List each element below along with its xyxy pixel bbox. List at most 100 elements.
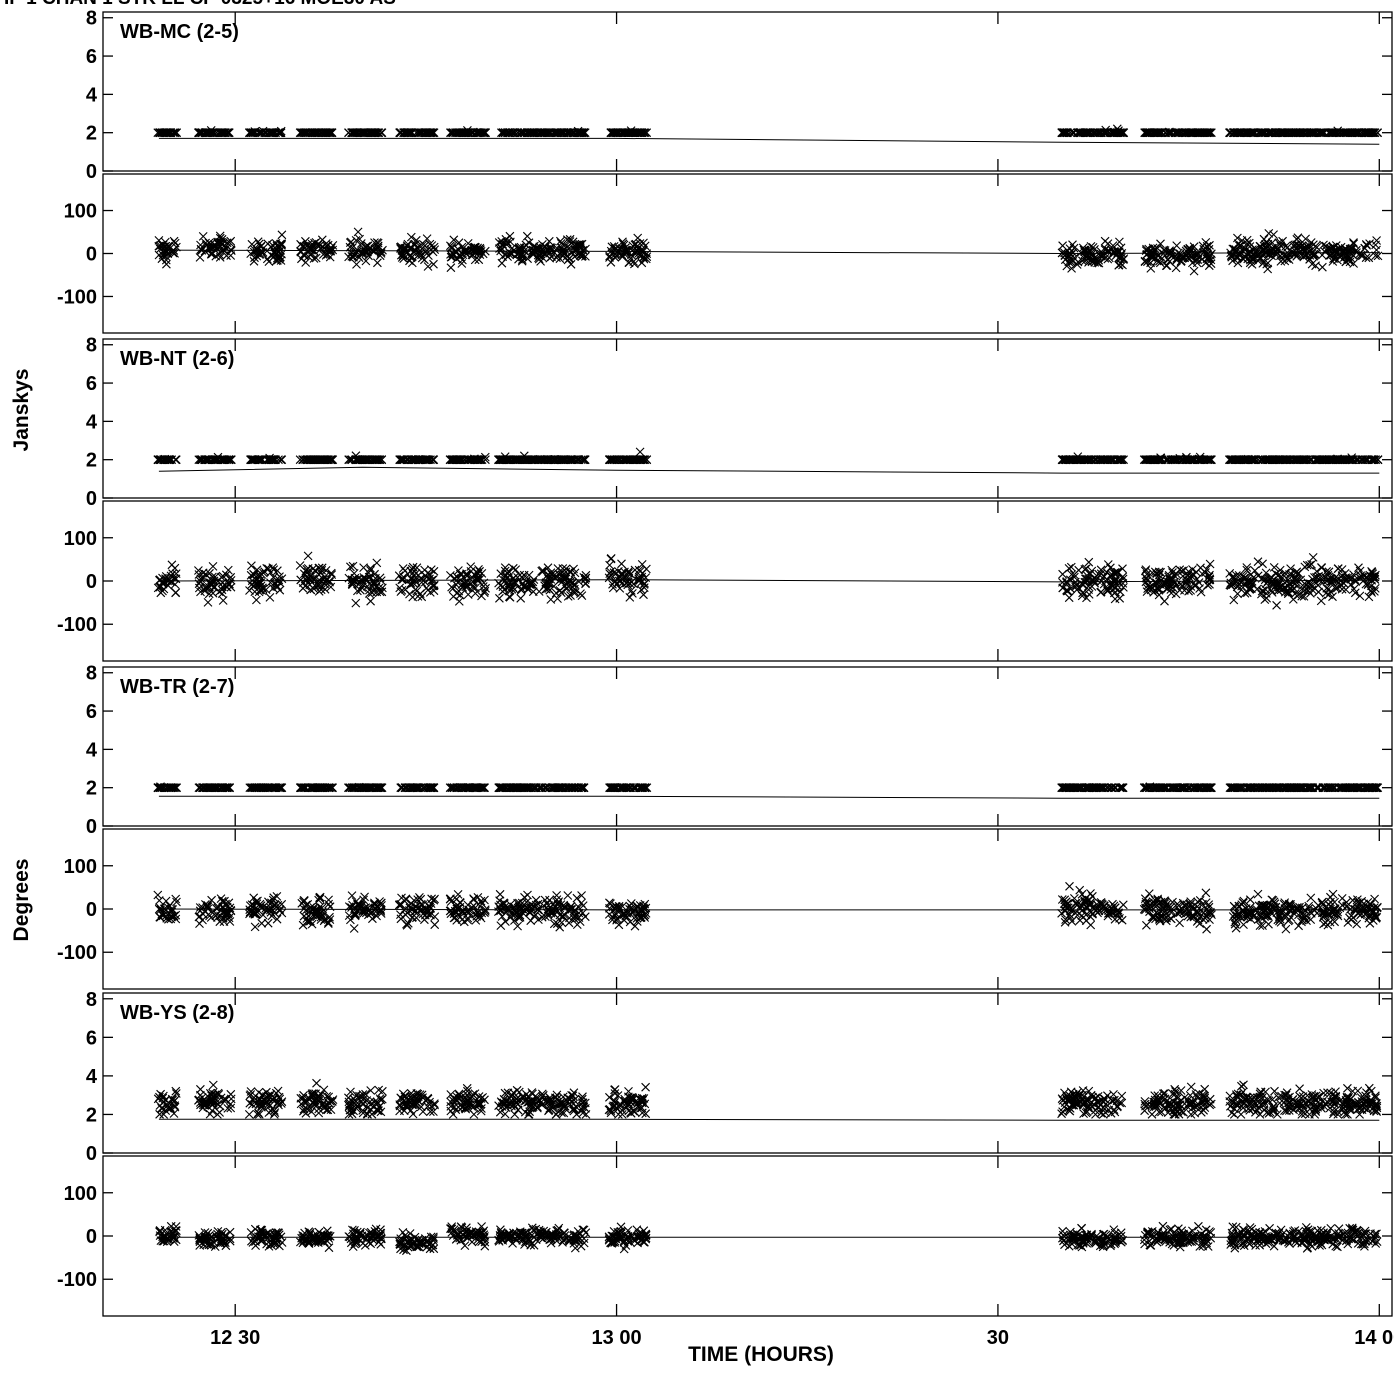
- phase-point: [498, 240, 507, 250]
- amplitude-point: [635, 447, 645, 457]
- amplitude-point: [1152, 128, 1161, 138]
- amplitude-point: [222, 128, 232, 138]
- y-tick-label: 2: [86, 123, 97, 145]
- phase-point: [351, 598, 361, 608]
- amplitude-point: [1353, 128, 1363, 138]
- amplitude-point: [406, 128, 416, 138]
- phase-point: [366, 596, 375, 606]
- phase-point: [542, 244, 552, 254]
- phase-point: [222, 251, 231, 261]
- phase-point: [168, 245, 178, 255]
- phase-point: [566, 259, 576, 269]
- amplitude-model-line: [158, 466, 1380, 474]
- amplitude-point: [377, 128, 386, 138]
- y-tick-label: 0: [86, 244, 97, 266]
- phase-point: [219, 245, 228, 255]
- amplitude-point: [508, 128, 518, 138]
- phase-point: [262, 254, 272, 264]
- phase-point: [159, 247, 169, 257]
- phase-point: [226, 236, 236, 246]
- phase-point: [449, 235, 459, 245]
- phase-point: [1084, 557, 1094, 567]
- phase-point: [217, 589, 227, 598]
- phase-point: [277, 241, 286, 250]
- amplitude-point: [274, 128, 284, 138]
- phase-point: [558, 245, 568, 255]
- phase-point: [417, 253, 427, 263]
- amplitude-point: [1246, 128, 1256, 138]
- phase-point: [252, 595, 261, 605]
- phase-point: [1111, 587, 1120, 597]
- phase-point: [464, 247, 474, 256]
- amplitude-point: [305, 128, 315, 138]
- phase-point: [429, 566, 439, 576]
- phase-point: [496, 246, 505, 256]
- phase-point: [642, 564, 651, 574]
- amplitude-point: [1197, 128, 1207, 138]
- amplitude-point: [362, 128, 371, 138]
- phase-point: [373, 258, 382, 268]
- phase-point: [429, 242, 439, 252]
- phase-point: [411, 235, 421, 245]
- amplitude-point: [353, 128, 363, 138]
- amplitude-point: [265, 128, 275, 138]
- phase-point: [1364, 592, 1374, 602]
- phase-point: [446, 571, 455, 580]
- amplitude-point: [1150, 128, 1160, 138]
- amplitude-point: [510, 128, 520, 137]
- amplitude-point: [1057, 128, 1067, 138]
- amplitude-point: [1163, 128, 1173, 138]
- amplitude-point: [530, 128, 540, 138]
- phase-point: [274, 241, 284, 251]
- phase-point: [311, 253, 321, 263]
- phase-point: [454, 597, 464, 606]
- phase-point: [348, 243, 357, 252]
- amplitude-point: [246, 128, 256, 138]
- amplitude-point: [522, 128, 532, 138]
- phase-point: [406, 232, 416, 242]
- amplitude-point: [361, 128, 370, 138]
- amplitude-point: [1288, 128, 1298, 138]
- phase-point: [206, 244, 216, 253]
- amplitude-point: [501, 128, 510, 138]
- amplitude-point: [609, 128, 619, 138]
- amplitude-point: [1257, 128, 1267, 138]
- y-tick-label: 4: [86, 84, 98, 106]
- phase-point: [1068, 240, 1077, 250]
- amplitude-point: [618, 128, 628, 138]
- amplitude-point: [215, 128, 225, 138]
- amplitude-point: [396, 783, 406, 793]
- y-tick-label: 2: [86, 778, 97, 800]
- y-tick-label: 100: [64, 528, 97, 550]
- amplitude-point: [1102, 128, 1111, 138]
- amplitude-point: [1279, 128, 1288, 138]
- phase-point: [546, 595, 556, 604]
- amplitude-point: [454, 128, 463, 138]
- amplitude-point: [1099, 128, 1109, 138]
- amplitude-point: [1164, 128, 1174, 138]
- amplitude-point: [617, 128, 627, 138]
- phase-point: [446, 263, 456, 273]
- amplitude-point: [1237, 128, 1247, 138]
- phase-point: [1064, 593, 1074, 603]
- phase-point: [361, 256, 371, 266]
- amplitude-point: [1360, 128, 1370, 138]
- amplitude-point: [1196, 128, 1205, 138]
- phase-point: [170, 238, 180, 248]
- phase-point: [463, 590, 473, 599]
- amplitude-point: [214, 128, 224, 138]
- phase-point: [625, 593, 635, 602]
- amplitude-point: [606, 128, 616, 138]
- phase-point: [556, 239, 566, 248]
- phase-point: [562, 251, 572, 261]
- phase-point: [1192, 567, 1201, 577]
- amplitude-point: [1112, 128, 1122, 138]
- phase-point: [318, 250, 328, 259]
- amplitude-point: [566, 128, 576, 138]
- y-tick-label: -100: [57, 614, 97, 636]
- amplitude-point: [1350, 128, 1360, 138]
- phase-point: [545, 248, 554, 258]
- phase-point: [249, 256, 259, 266]
- phase-point: [376, 249, 386, 258]
